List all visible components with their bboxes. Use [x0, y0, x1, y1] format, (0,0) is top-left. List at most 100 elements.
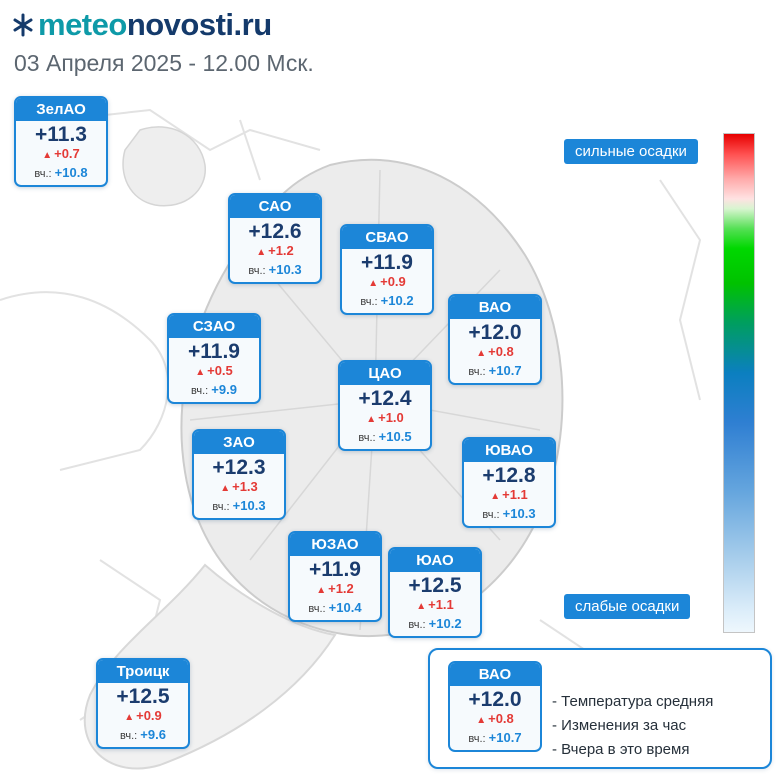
district-name: ЮАО	[390, 549, 480, 572]
weak-precipitation-label: слабые осадки	[564, 594, 691, 619]
district-yesterday: вч.: +10.4	[290, 599, 380, 620]
yesterday-label: вч.:	[468, 733, 486, 745]
district-change-value: +0.5	[207, 363, 233, 378]
yesterday-label: вч.:	[120, 730, 138, 742]
up-triangle-icon: ▲	[368, 278, 379, 289]
district-name: ЮВАО	[464, 439, 554, 462]
district-yesterday: вч.: +10.3	[230, 261, 320, 282]
up-triangle-icon: ▲	[416, 601, 427, 612]
district-change: ▲ +0.8	[450, 711, 540, 729]
district-temp: +11.3	[35, 123, 87, 146]
legend-sample-card: ВАО +12.0 ▲ +0.8 вч.: +10.7	[448, 661, 542, 752]
district-change: ▲ +1.0	[340, 410, 430, 428]
district-change: ▲ +0.9	[98, 708, 188, 726]
yesterday-value: +10.3	[502, 506, 536, 521]
yesterday-value: +10.2	[428, 616, 462, 631]
district-yesterday: вч.: +10.2	[342, 292, 432, 313]
district-change-value: +1.0	[378, 410, 404, 425]
yesterday-value: +10.4	[328, 600, 362, 615]
logo-icon	[13, 13, 33, 37]
district-name: СЗАО	[169, 315, 259, 338]
legend-line-temperature: - Температура средняя	[552, 693, 714, 710]
datetime-label: 03 Апреля 2025 - 12.00 Мск.	[14, 50, 314, 76]
district-card-zao[interactable]: ЗАО +12.3 ▲ +1.3 вч.: +10.3	[192, 429, 286, 520]
district-card-yuvao[interactable]: ЮВАО +12.8 ▲ +1.1 вч.: +10.3	[462, 437, 556, 528]
up-triangle-icon: ▲	[476, 348, 487, 359]
district-temp: +11.9	[188, 340, 240, 363]
district-change-value: +0.8	[488, 711, 514, 726]
district-temp: +12.4	[358, 387, 412, 410]
yesterday-value: +10.7	[488, 363, 522, 378]
district-change: ▲ +1.2	[290, 581, 380, 599]
district-name: ВАО	[450, 663, 540, 686]
district-temp: +12.5	[116, 685, 170, 708]
district-change-value: +0.7	[54, 146, 80, 161]
district-temp: +12.5	[408, 574, 462, 597]
district-change-value: +1.3	[232, 479, 258, 494]
yesterday-value: +9.9	[211, 382, 237, 397]
district-temp: +11.9	[361, 251, 413, 274]
district-temp: +12.8	[482, 464, 536, 487]
district-card-yuao[interactable]: ЮАО +12.5 ▲ +1.1 вч.: +10.2	[388, 547, 482, 638]
district-temp: +11.9	[309, 558, 361, 581]
district-yesterday: вч.: +10.3	[194, 497, 284, 518]
district-yesterday: вч.: +10.5	[340, 428, 430, 449]
site-logo[interactable]: meteonovosti.ru	[12, 6, 272, 44]
yesterday-label: вч.:	[358, 432, 376, 444]
district-name: Троицк	[98, 660, 188, 683]
card-explanation-legend: ВАО +12.0 ▲ +0.8 вч.: +10.7 - Температура…	[428, 648, 772, 769]
zelenograd-area-shape	[122, 126, 206, 207]
district-temp: +12.6	[248, 220, 302, 243]
district-card-szao[interactable]: СЗАО +11.9 ▲ +0.5 вч.: +9.9	[167, 313, 261, 404]
district-change: ▲ +1.1	[390, 597, 480, 615]
district-card-troitsk[interactable]: Троицк +12.5 ▲ +0.9 вч.: +9.6	[96, 658, 190, 749]
yesterday-label: вч.:	[212, 501, 230, 513]
district-temp: +12.0	[468, 688, 522, 711]
district-card-vao[interactable]: ВАО +12.0 ▲ +0.8 вч.: +10.7	[448, 294, 542, 385]
legend-line-change: - Изменения за час	[552, 717, 687, 734]
district-change-value: +1.1	[428, 597, 454, 612]
district-card-zelao[interactable]: ЗелАО +11.3 ▲ +0.7 вч.: +10.8	[14, 96, 108, 187]
yesterday-value: +10.5	[378, 429, 412, 444]
up-triangle-icon: ▲	[490, 491, 501, 502]
district-change-value: +1.2	[328, 581, 354, 596]
district-name: ЗАО	[194, 431, 284, 454]
yesterday-label: вч.:	[34, 168, 52, 180]
district-change-value: +0.9	[136, 708, 162, 723]
district-temp: +12.0	[468, 321, 522, 344]
district-card-yuzao[interactable]: ЮЗАО +11.9 ▲ +1.2 вч.: +10.4	[288, 531, 382, 622]
yesterday-value: +10.3	[268, 262, 302, 277]
district-change: ▲ +0.5	[169, 363, 259, 381]
district-name: СВАО	[342, 226, 432, 249]
district-card-cao[interactable]: ЦАО +12.4 ▲ +1.0 вч.: +10.5	[338, 360, 432, 451]
up-triangle-icon: ▲	[42, 150, 53, 161]
district-card-sao[interactable]: САО +12.6 ▲ +1.2 вч.: +10.3	[228, 193, 322, 284]
yesterday-value: +10.3	[232, 498, 266, 513]
yesterday-value: +10.2	[380, 293, 414, 308]
yesterday-label: вч.:	[360, 296, 378, 308]
district-yesterday: вч.: +10.2	[390, 615, 480, 636]
district-name: ЮЗАО	[290, 533, 380, 556]
district-name: САО	[230, 195, 320, 218]
up-triangle-icon: ▲	[316, 585, 327, 596]
yesterday-label: вч.:	[248, 265, 266, 277]
district-yesterday: вч.: +9.6	[98, 726, 188, 747]
yesterday-value: +9.6	[140, 727, 166, 742]
legend-line-yesterday: - Вчера в это время	[552, 741, 690, 758]
district-change-value: +1.2	[268, 243, 294, 258]
district-change-value: +0.9	[380, 274, 406, 289]
district-change: ▲ +1.1	[464, 487, 554, 505]
yesterday-label: вч.:	[408, 619, 426, 631]
district-change: ▲ +0.8	[450, 344, 540, 362]
district-change: ▲ +1.2	[230, 243, 320, 261]
district-yesterday: вч.: +9.9	[169, 381, 259, 402]
precipitation-color-scale	[723, 133, 755, 633]
yesterday-value: +10.8	[54, 165, 88, 180]
logo-text-meteo: meteo	[38, 7, 127, 42]
district-change: ▲ +1.3	[194, 479, 284, 497]
district-yesterday: вч.: +10.3	[464, 505, 554, 526]
district-card-svao[interactable]: СВАО +11.9 ▲ +0.9 вч.: +10.2	[340, 224, 434, 315]
logo-text-novosti: novosti.ru	[126, 7, 272, 42]
up-triangle-icon: ▲	[256, 247, 267, 258]
